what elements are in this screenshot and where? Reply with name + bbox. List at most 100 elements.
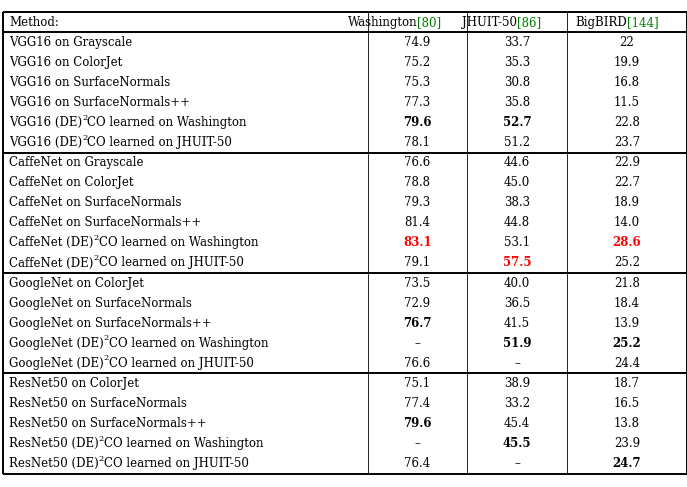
Text: GoogleNet on SurfaceNormals++: GoogleNet on SurfaceNormals++ [9, 317, 212, 330]
Text: 76.6: 76.6 [404, 357, 431, 370]
Text: VGG16 on SurfaceNormals++: VGG16 on SurfaceNormals++ [9, 96, 190, 109]
Text: CaffeNet on SurfaceNormals: CaffeNet on SurfaceNormals [9, 196, 181, 209]
Text: 79.6: 79.6 [403, 417, 431, 430]
Text: 45.5: 45.5 [503, 437, 531, 450]
Text: 13.8: 13.8 [614, 417, 640, 430]
Text: VGG16 (DE): VGG16 (DE) [9, 116, 82, 129]
Text: 51.2: 51.2 [504, 136, 530, 149]
Text: 79.6: 79.6 [403, 116, 431, 129]
Text: 24.4: 24.4 [613, 357, 640, 370]
Text: ResNet50 (DE): ResNet50 (DE) [9, 437, 99, 450]
Text: ResNet50 on SurfaceNormals++: ResNet50 on SurfaceNormals++ [9, 417, 207, 430]
Text: 2: 2 [93, 254, 98, 262]
Text: GoogleNet on ColorJet: GoogleNet on ColorJet [9, 277, 144, 290]
Text: 36.5: 36.5 [504, 297, 530, 310]
Text: CO learned on JHUIT-50: CO learned on JHUIT-50 [109, 357, 254, 370]
Text: 25.2: 25.2 [613, 337, 641, 350]
Text: 44.6: 44.6 [504, 156, 530, 169]
Text: 38.9: 38.9 [504, 377, 530, 390]
Text: JHUIT-50: JHUIT-50 [462, 16, 517, 29]
Text: 19.9: 19.9 [613, 56, 640, 69]
Text: 41.5: 41.5 [504, 317, 530, 330]
Text: 45.0: 45.0 [504, 176, 530, 189]
Text: 75.3: 75.3 [404, 76, 431, 89]
Text: VGG16 (DE): VGG16 (DE) [9, 136, 82, 149]
Text: ResNet50 on SurfaceNormals: ResNet50 on SurfaceNormals [9, 397, 187, 410]
Text: Method:: Method: [9, 16, 59, 29]
Text: CO learned on Washington: CO learned on Washington [87, 116, 247, 129]
Text: 51.9: 51.9 [503, 337, 531, 350]
Text: 18.9: 18.9 [614, 196, 640, 209]
Text: 22.8: 22.8 [614, 116, 640, 129]
Text: 23.7: 23.7 [613, 136, 640, 149]
Text: 78.8: 78.8 [405, 176, 430, 189]
Text: [80]: [80] [418, 16, 442, 29]
Text: Washington: Washington [348, 16, 418, 29]
Text: 45.4: 45.4 [504, 417, 530, 430]
Text: 74.9: 74.9 [404, 36, 431, 49]
Text: 79.1: 79.1 [404, 257, 431, 269]
Text: ResNet50 (DE): ResNet50 (DE) [9, 457, 99, 470]
Text: 16.8: 16.8 [614, 76, 640, 89]
Text: VGG16 on ColorJet: VGG16 on ColorJet [9, 56, 122, 69]
Text: 16.5: 16.5 [613, 397, 640, 410]
Text: 2: 2 [82, 113, 87, 122]
Text: 75.1: 75.1 [404, 377, 431, 390]
Text: 2: 2 [93, 234, 98, 242]
Text: 22: 22 [620, 36, 634, 49]
Text: 38.3: 38.3 [504, 196, 530, 209]
Text: 53.1: 53.1 [504, 236, 530, 249]
Text: 22.7: 22.7 [614, 176, 640, 189]
Text: 76.7: 76.7 [403, 317, 431, 330]
Text: [144]: [144] [627, 16, 659, 29]
Text: 2: 2 [104, 355, 109, 362]
Text: CO learned on Washington: CO learned on Washington [98, 236, 258, 249]
Text: CO learned on Washington: CO learned on Washington [109, 337, 269, 350]
Text: 18.7: 18.7 [614, 377, 640, 390]
Text: VGG16 on Grayscale: VGG16 on Grayscale [9, 36, 132, 49]
Text: 2: 2 [99, 455, 104, 463]
Text: CO learned on Washington: CO learned on Washington [104, 437, 263, 450]
Text: 23.9: 23.9 [613, 437, 640, 450]
Text: 52.7: 52.7 [503, 116, 531, 129]
Text: 22.9: 22.9 [614, 156, 640, 169]
Text: 13.9: 13.9 [613, 317, 640, 330]
Text: GoogleNet (DE): GoogleNet (DE) [9, 357, 104, 370]
Text: CO learned on JHUIT-50: CO learned on JHUIT-50 [98, 257, 243, 269]
Text: 73.5: 73.5 [404, 277, 431, 290]
Text: –: – [414, 437, 420, 450]
Text: 76.4: 76.4 [404, 457, 431, 470]
Text: 57.5: 57.5 [503, 257, 531, 269]
Text: 33.2: 33.2 [504, 397, 530, 410]
Text: CO learned on JHUIT-50: CO learned on JHUIT-50 [104, 457, 249, 470]
Text: 18.4: 18.4 [614, 297, 640, 310]
Text: 2: 2 [99, 434, 104, 443]
Text: CaffeNet on ColorJet: CaffeNet on ColorJet [9, 176, 133, 189]
Text: GoogleNet (DE): GoogleNet (DE) [9, 337, 104, 350]
Text: CaffeNet on SurfaceNormals++: CaffeNet on SurfaceNormals++ [9, 216, 201, 229]
Text: 28.6: 28.6 [613, 236, 641, 249]
Text: 75.2: 75.2 [404, 56, 431, 69]
Text: CO learned on JHUIT-50: CO learned on JHUIT-50 [87, 136, 232, 149]
Text: 11.5: 11.5 [614, 96, 640, 109]
Text: 33.7: 33.7 [504, 36, 530, 49]
Text: 76.6: 76.6 [404, 156, 431, 169]
Text: VGG16 on SurfaceNormals: VGG16 on SurfaceNormals [9, 76, 170, 89]
Text: 77.3: 77.3 [404, 96, 431, 109]
Text: CaffeNet (DE): CaffeNet (DE) [9, 236, 93, 249]
Text: 21.8: 21.8 [614, 277, 640, 290]
Text: 2: 2 [82, 133, 87, 142]
Text: BigBIRD: BigBIRD [575, 16, 627, 29]
Text: 24.7: 24.7 [613, 457, 641, 470]
Text: 14.0: 14.0 [613, 216, 640, 229]
Text: 35.8: 35.8 [504, 96, 530, 109]
Text: 77.4: 77.4 [404, 397, 431, 410]
Text: –: – [514, 357, 520, 370]
Text: 30.8: 30.8 [504, 76, 530, 89]
Text: 79.3: 79.3 [404, 196, 431, 209]
Text: 72.9: 72.9 [404, 297, 431, 310]
Text: CaffeNet (DE): CaffeNet (DE) [9, 257, 93, 269]
Text: GoogleNet on SurfaceNormals: GoogleNet on SurfaceNormals [9, 297, 192, 310]
Text: 35.3: 35.3 [504, 56, 530, 69]
Text: 81.4: 81.4 [405, 216, 430, 229]
